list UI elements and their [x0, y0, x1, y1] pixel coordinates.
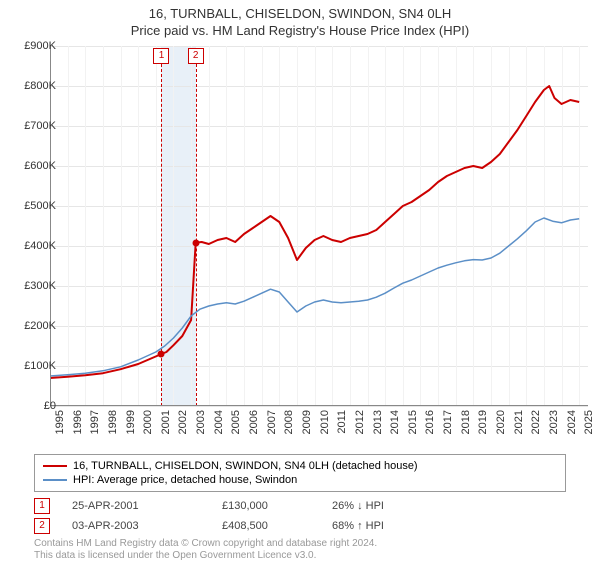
x-tick-label: 2008: [283, 410, 295, 434]
legend-label-2: HPI: Average price, detached house, Swin…: [73, 474, 297, 486]
x-tick-label: 2010: [319, 410, 331, 434]
x-tick-label: 2007: [266, 410, 278, 434]
x-tick-label: 2013: [372, 410, 384, 434]
transaction-flag-2: 2: [34, 518, 50, 534]
line-series-svg: [50, 46, 588, 406]
x-tick-label: 2016: [424, 410, 436, 434]
x-tick-label: 2001: [160, 410, 172, 434]
x-tick-label: 2022: [530, 410, 542, 434]
transaction-price-2: £408,500: [222, 520, 332, 532]
legend-item-1: 16, TURNBALL, CHISELDON, SWINDON, SN4 0L…: [43, 459, 557, 473]
series-price_paid: [50, 86, 579, 378]
y-tick-label: £900K: [8, 40, 56, 52]
x-tick-label: 1997: [89, 410, 101, 434]
x-tick-label: 2025: [583, 410, 595, 434]
chart-subtitle: Price paid vs. HM Land Registry's House …: [0, 21, 600, 38]
x-tick-label: 2000: [142, 410, 154, 434]
x-tick-label: 2014: [389, 410, 401, 434]
x-tick-label: 2018: [460, 410, 472, 434]
transaction-flag-1: 1: [34, 498, 50, 514]
y-tick-label: £300K: [8, 280, 56, 292]
x-axis-line: [50, 405, 588, 406]
legend-box: 16, TURNBALL, CHISELDON, SWINDON, SN4 0L…: [34, 454, 566, 492]
transaction-date-2: 03-APR-2003: [50, 520, 222, 532]
legend-item-2: HPI: Average price, detached house, Swin…: [43, 473, 557, 487]
x-tick-label: 1999: [125, 410, 137, 434]
plot-area: 12: [50, 46, 588, 406]
transaction-price-1: £130,000: [222, 500, 332, 512]
x-tick-label: 2017: [442, 410, 454, 434]
chart-container: 16, TURNBALL, CHISELDON, SWINDON, SN4 0L…: [0, 0, 600, 560]
x-tick-label: 2003: [195, 410, 207, 434]
y-tick-label: £500K: [8, 200, 56, 212]
legend-label-1: 16, TURNBALL, CHISELDON, SWINDON, SN4 0L…: [73, 460, 418, 472]
legend-swatch-1: [43, 465, 67, 467]
x-tick-label: 1996: [72, 410, 84, 434]
y-tick-label: £200K: [8, 320, 56, 332]
x-tick-label: 2009: [301, 410, 313, 434]
x-tick-label: 2024: [566, 410, 578, 434]
x-tick-label: 2005: [230, 410, 242, 434]
x-tick-label: 1995: [54, 410, 66, 434]
y-tick-label: £800K: [8, 80, 56, 92]
transaction-delta-2: 68% ↑ HPI: [332, 520, 442, 532]
x-tick-label: 2011: [336, 410, 348, 434]
x-tick-label: 2015: [407, 410, 419, 434]
x-tick-label: 2021: [513, 410, 525, 434]
y-axis-line: [50, 46, 51, 406]
chart-title: 16, TURNBALL, CHISELDON, SWINDON, SN4 0L…: [0, 0, 600, 21]
disclaimer-text: Contains HM Land Registry data © Crown c…: [34, 538, 377, 562]
x-tick-label: 2004: [213, 410, 225, 434]
y-tick-label: £600K: [8, 160, 56, 172]
y-tick-label: £400K: [8, 240, 56, 252]
y-tick-label: £700K: [8, 120, 56, 132]
x-tick-label: 2012: [354, 410, 366, 434]
series-hpi: [50, 218, 579, 376]
transaction-row-1: 1 25-APR-2001 £130,000 26% ↓ HPI: [34, 496, 442, 516]
transaction-date-1: 25-APR-2001: [50, 500, 222, 512]
x-tick-label: 2006: [248, 410, 260, 434]
transaction-table: 1 25-APR-2001 £130,000 26% ↓ HPI 2 03-AP…: [34, 496, 442, 536]
legend-swatch-2: [43, 479, 67, 481]
x-tick-label: 2002: [177, 410, 189, 434]
x-tick-label: 1998: [107, 410, 119, 434]
y-tick-label: £100K: [8, 360, 56, 372]
transaction-delta-1: 26% ↓ HPI: [332, 500, 442, 512]
x-tick-label: 2019: [477, 410, 489, 434]
x-tick-label: 2023: [548, 410, 560, 434]
transaction-row-2: 2 03-APR-2003 £408,500 68% ↑ HPI: [34, 516, 442, 536]
x-tick-label: 2020: [495, 410, 507, 434]
y-tick-label: £0: [8, 400, 56, 412]
